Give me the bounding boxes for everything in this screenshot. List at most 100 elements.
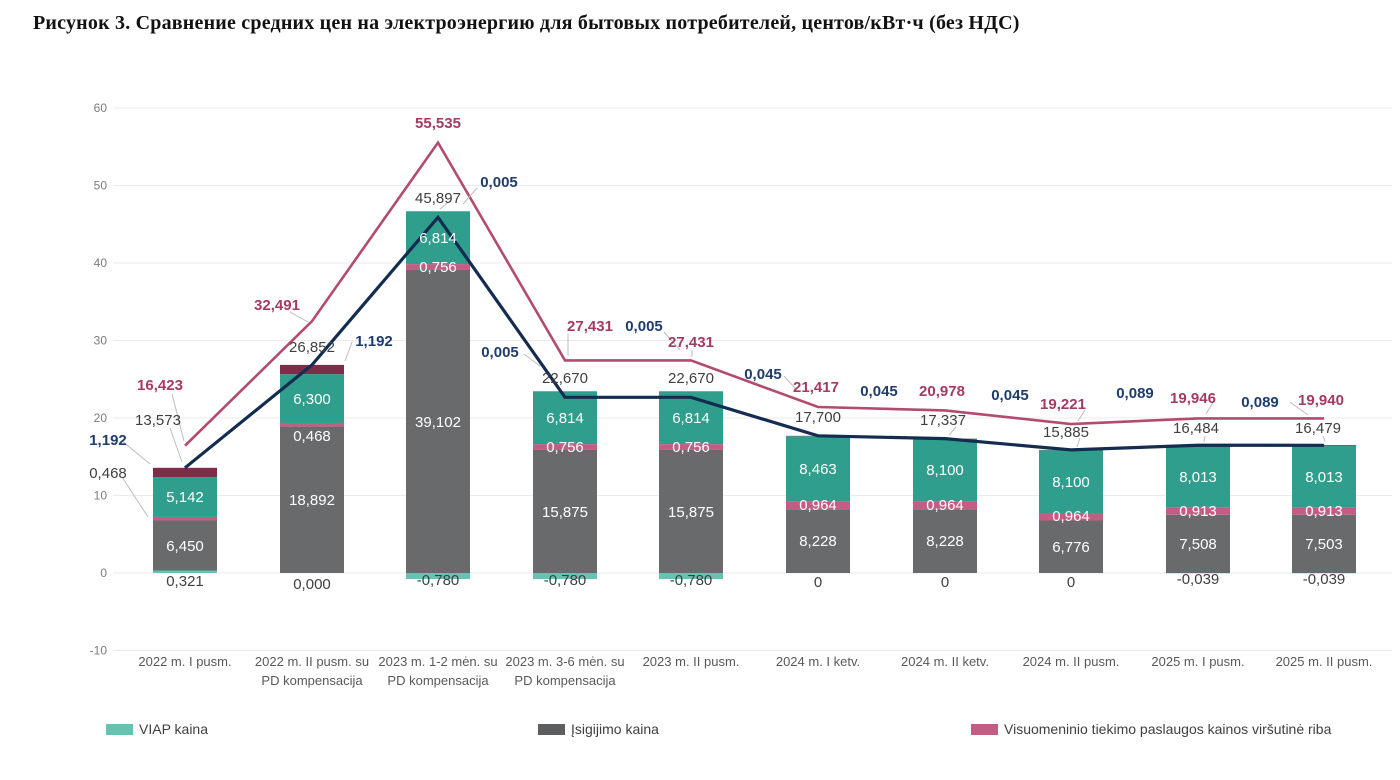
- bar-segment-teal-segment: [153, 477, 217, 517]
- legend-item-virsutine-riba: Visuomeninio tiekimo paslaugos kainos vi…: [971, 721, 1331, 737]
- data-label: 0,089: [1116, 385, 1154, 402]
- bar-segment-isigijimo: [1039, 520, 1103, 573]
- legend-label-viap: VIAP kaina: [139, 721, 209, 737]
- bar-segment-teal-segment: [659, 391, 723, 445]
- data-label: 0,045: [991, 387, 1029, 404]
- data-label: 15,875: [668, 504, 714, 521]
- x-tick-label: PD kompensacija: [387, 673, 489, 688]
- y-tick-label: -10: [90, 644, 108, 658]
- data-label: -0,780: [670, 572, 713, 589]
- data-label: 15,885: [1043, 424, 1089, 441]
- legend-swatch-isigijimo: [538, 723, 565, 735]
- data-label: 0: [941, 574, 949, 591]
- bars: [153, 211, 1356, 580]
- data-label: -0,039: [1177, 571, 1220, 588]
- series-cap-line: [184, 140, 1325, 447]
- data-label: 8,228: [926, 533, 964, 550]
- bar-segment-dark-red-segment: [153, 467, 217, 478]
- data-label: 45,897: [415, 190, 461, 207]
- data-label: 0,756: [546, 439, 584, 456]
- bar-segment-teal-segment: [913, 438, 977, 502]
- data-label: 0,045: [860, 383, 898, 400]
- bar-segment-dark-red-segment: [280, 364, 344, 375]
- bar-segment-pink-segment: [1039, 513, 1103, 521]
- data-label: 7,503: [1305, 536, 1343, 553]
- bar-segment-teal-segment: [1166, 445, 1230, 508]
- data-label: 6,776: [1052, 539, 1090, 556]
- bar-segment-isigijimo: [786, 509, 850, 573]
- data-label: 16,423: [137, 377, 183, 394]
- data-label: 0,756: [672, 439, 710, 456]
- x-tick-label: 2024 m. II pusm.: [1023, 654, 1120, 669]
- data-label: 39,102: [415, 414, 461, 431]
- data-label: 32,491: [254, 297, 300, 314]
- bar-segment-isigijimo: [406, 269, 470, 573]
- data-label: 6,814: [672, 410, 710, 427]
- bar-segment-teal-segment: [1039, 450, 1103, 514]
- data-label: 0,964: [1052, 508, 1090, 525]
- data-label: 27,431: [567, 318, 613, 335]
- data-label: 8,013: [1305, 469, 1343, 486]
- data-label: 0,756: [419, 259, 457, 276]
- data-label: 0,005: [625, 318, 663, 335]
- bar-segment-isigijimo: [280, 426, 344, 573]
- data-label: 8,100: [1052, 474, 1090, 491]
- legend-swatch-viap: [106, 723, 133, 735]
- chart-legend: VIAP kaina Įsigijimo kaina Visuomeninio …: [0, 721, 1400, 745]
- y-tick-label: 20: [94, 411, 108, 425]
- x-tick-label: 2024 m. I ketv.: [776, 654, 860, 669]
- legend-item-viap: VIAP kaina: [106, 721, 208, 737]
- data-label: 13,573: [135, 412, 181, 429]
- bar-segment-pink-segment: [280, 422, 344, 427]
- bar-segment-isigijimo: [659, 449, 723, 573]
- data-label: 15,875: [542, 504, 588, 521]
- data-label: 0,964: [926, 497, 964, 514]
- data-label: 0,005: [481, 344, 519, 361]
- data-label: 27,431: [668, 334, 714, 351]
- data-label: 6,450: [166, 538, 204, 555]
- data-label: 0,089: [1241, 394, 1279, 411]
- data-label: -0,780: [417, 572, 460, 589]
- bar-segment-pink-segment: [1166, 507, 1230, 515]
- x-tick-label: 2023 m. 1-2 mėn. su: [378, 654, 497, 669]
- figure-title: Рисунок 3. Сравнение средних цен на элек…: [33, 12, 1020, 34]
- legend-label-virsutine-riba: Visuomeninio tiekimo paslaugos kainos vi…: [1004, 721, 1332, 737]
- y-tick-label: 40: [94, 256, 108, 270]
- bar-segment-isigijimo: [153, 520, 217, 571]
- data-label: 8,013: [1179, 469, 1217, 486]
- bar-segment-viap: [659, 573, 723, 580]
- bar-segment-teal-segment: [533, 391, 597, 445]
- data-label: 0,005: [480, 174, 518, 191]
- x-tick-label: 2022 m. I pusm.: [138, 654, 231, 669]
- data-label: 18,892: [289, 492, 335, 509]
- data-label: 0: [814, 574, 822, 591]
- data-label: 26,852: [289, 339, 335, 356]
- data-label: 20,978: [919, 383, 965, 400]
- data-label: 0,321: [166, 573, 204, 590]
- bar-segment-isigijimo: [1292, 514, 1356, 573]
- data-label: 0,468: [293, 428, 331, 445]
- bar-segment-teal-segment: [406, 211, 470, 265]
- data-label: 22,670: [542, 370, 588, 387]
- data-label: 0: [1067, 574, 1075, 591]
- legend-swatch-virsutine-riba: [971, 723, 998, 735]
- x-tick-label: PD kompensacija: [514, 673, 616, 688]
- data-label: 19,940: [1298, 392, 1344, 409]
- label-leader-lines: [121, 187, 1326, 518]
- data-label: 16,479: [1295, 420, 1341, 437]
- data-label: -0,039: [1303, 571, 1346, 588]
- series-total-line: [183, 214, 1325, 470]
- y-tick-label: 10: [94, 489, 108, 503]
- bar-segment-pink-segment: [533, 444, 597, 450]
- data-label: 22,670: [668, 370, 714, 387]
- data-label: 0,045: [744, 366, 782, 383]
- x-tick-label: 2023 m. II pusm.: [643, 654, 740, 669]
- data-label: 17,700: [795, 409, 841, 426]
- bar-segment-isigijimo: [913, 509, 977, 573]
- legend-item-isigijimo: Įsigijimo kaina: [538, 721, 659, 737]
- bar-segment-teal-segment: [1292, 445, 1356, 508]
- data-label: -0,780: [544, 572, 587, 589]
- bar-segment-teal-segment: [786, 436, 850, 502]
